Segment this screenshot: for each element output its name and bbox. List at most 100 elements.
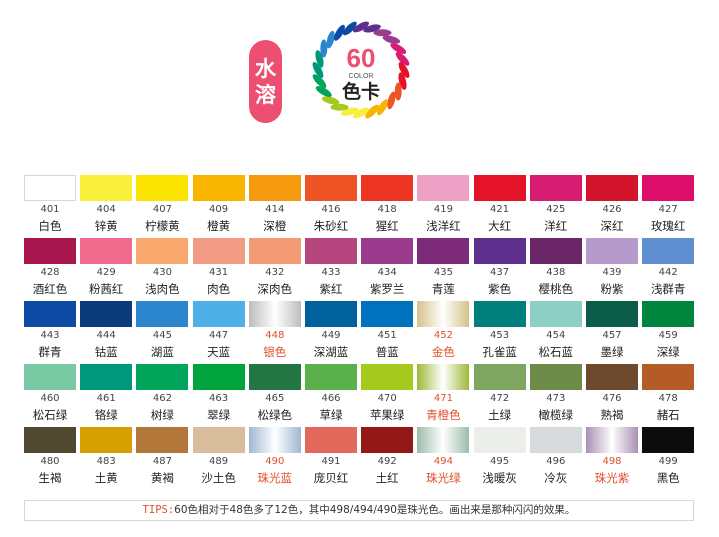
color-swatch	[642, 238, 695, 264]
color-name: 浅群青	[650, 282, 686, 296]
wheel-petal	[326, 30, 335, 49]
color-name: 松绿色	[257, 408, 293, 422]
tips-label: TIPS:	[142, 504, 175, 516]
count-label: 60	[347, 43, 376, 73]
color-code: 466	[321, 393, 341, 404]
color-code: 453	[490, 330, 510, 341]
color-code: 433	[321, 267, 341, 278]
color-swatch	[529, 301, 582, 327]
color-cell: 427 玫瑰红	[642, 175, 695, 237]
color-name: 土绿	[488, 408, 512, 422]
color-cell: 465 松绿色	[248, 364, 301, 426]
color-cell: 409 橙黄	[192, 175, 245, 237]
color-name: 橄榄绿	[538, 408, 574, 422]
color-code: 438	[546, 267, 566, 278]
color-code: 442	[658, 267, 678, 278]
card-word: 色卡	[342, 80, 380, 103]
color-swatch	[192, 364, 245, 390]
color-cell: 435 青莲	[417, 238, 470, 300]
color-swatch	[473, 427, 526, 453]
color-cell: 452 金色	[417, 301, 470, 363]
color-code: 490	[265, 456, 285, 467]
color-name: 墨绿	[600, 345, 624, 359]
color-code: 427	[658, 204, 678, 215]
color-code: 459	[658, 330, 678, 341]
color-code: 470	[377, 393, 397, 404]
color-code: 462	[152, 393, 172, 404]
color-cell: 471 青橙色	[417, 364, 470, 426]
color-code: 416	[321, 204, 341, 215]
color-swatch	[305, 175, 357, 201]
wheel-petal	[395, 52, 410, 66]
color-cell: 437 紫色	[473, 238, 526, 300]
color-swatch	[586, 301, 638, 327]
wheel-petal	[394, 82, 402, 101]
color-name: 朱砂红	[313, 219, 349, 233]
color-swatch	[417, 175, 470, 201]
color-cell: 404 锌黄	[80, 175, 133, 237]
color-name: 熟褐	[600, 408, 624, 422]
color-name: 群青	[38, 345, 62, 359]
color-cell: 421 大红	[473, 175, 526, 237]
color-swatch	[24, 175, 76, 201]
color-name: 黑色	[656, 471, 680, 485]
color-swatch	[24, 364, 76, 390]
wheel-petal	[365, 104, 379, 119]
color-swatch	[80, 175, 133, 201]
color-name: 赭石	[656, 408, 680, 422]
color-name: 粉茜红	[88, 282, 124, 296]
color-swatch	[361, 301, 414, 327]
color-swatch	[361, 238, 414, 264]
color-wheel-logo: 60 COLOR 色卡	[312, 21, 410, 119]
color-name: 柠檬黄	[145, 219, 180, 233]
color-code: 428	[40, 267, 60, 278]
color-cell: 459 深绿	[642, 301, 695, 363]
color-swatch	[529, 427, 582, 453]
color-code: 439	[602, 267, 622, 278]
color-code: 491	[321, 456, 341, 467]
color-word: COLOR	[349, 73, 374, 80]
badge-char-2: 溶	[255, 82, 276, 107]
color-cell: 428 酒红色	[24, 238, 76, 300]
color-swatch	[80, 364, 133, 390]
color-name: 酒红色	[32, 282, 68, 296]
color-cell: 439 粉紫	[586, 238, 638, 300]
color-name: 樱桃色	[538, 282, 574, 296]
color-name: 浅洋红	[426, 219, 461, 233]
color-cell: 491 庞贝红	[305, 427, 357, 489]
color-code: 461	[96, 393, 116, 404]
color-swatch	[248, 301, 301, 327]
color-code: 460	[40, 393, 60, 404]
color-swatch	[473, 364, 526, 390]
color-cell: 425 洋红	[529, 175, 582, 237]
color-code: 451	[377, 330, 397, 341]
color-name: 钴蓝	[94, 345, 118, 359]
color-code: 407	[152, 204, 172, 215]
color-swatch	[80, 238, 133, 264]
color-swatch	[586, 364, 638, 390]
color-code: 435	[433, 267, 453, 278]
color-swatch	[248, 175, 301, 201]
color-cell: 490 珠光蓝	[248, 427, 301, 489]
color-name: 洋红	[544, 219, 568, 233]
color-cell: 457 墨绿	[586, 301, 638, 363]
color-name: 金色	[431, 345, 455, 359]
color-swatch	[136, 427, 189, 453]
color-swatch	[192, 238, 245, 264]
color-name: 土红	[375, 471, 399, 485]
color-code: 472	[490, 393, 510, 404]
color-swatch	[473, 238, 526, 264]
color-code: 480	[40, 456, 60, 467]
color-name: 银色	[263, 345, 287, 359]
color-name: 浅暖灰	[482, 471, 517, 485]
color-name: 紫罗兰	[369, 282, 405, 296]
color-cell: 426 深红	[586, 175, 638, 237]
color-wheel-petals	[312, 21, 410, 119]
color-swatch	[136, 364, 189, 390]
color-code: 421	[490, 204, 510, 215]
color-code: 425	[546, 204, 566, 215]
color-code: 476	[602, 393, 622, 404]
color-code: 447	[209, 330, 229, 341]
wheel-petal	[315, 86, 332, 97]
color-code: 454	[546, 330, 566, 341]
